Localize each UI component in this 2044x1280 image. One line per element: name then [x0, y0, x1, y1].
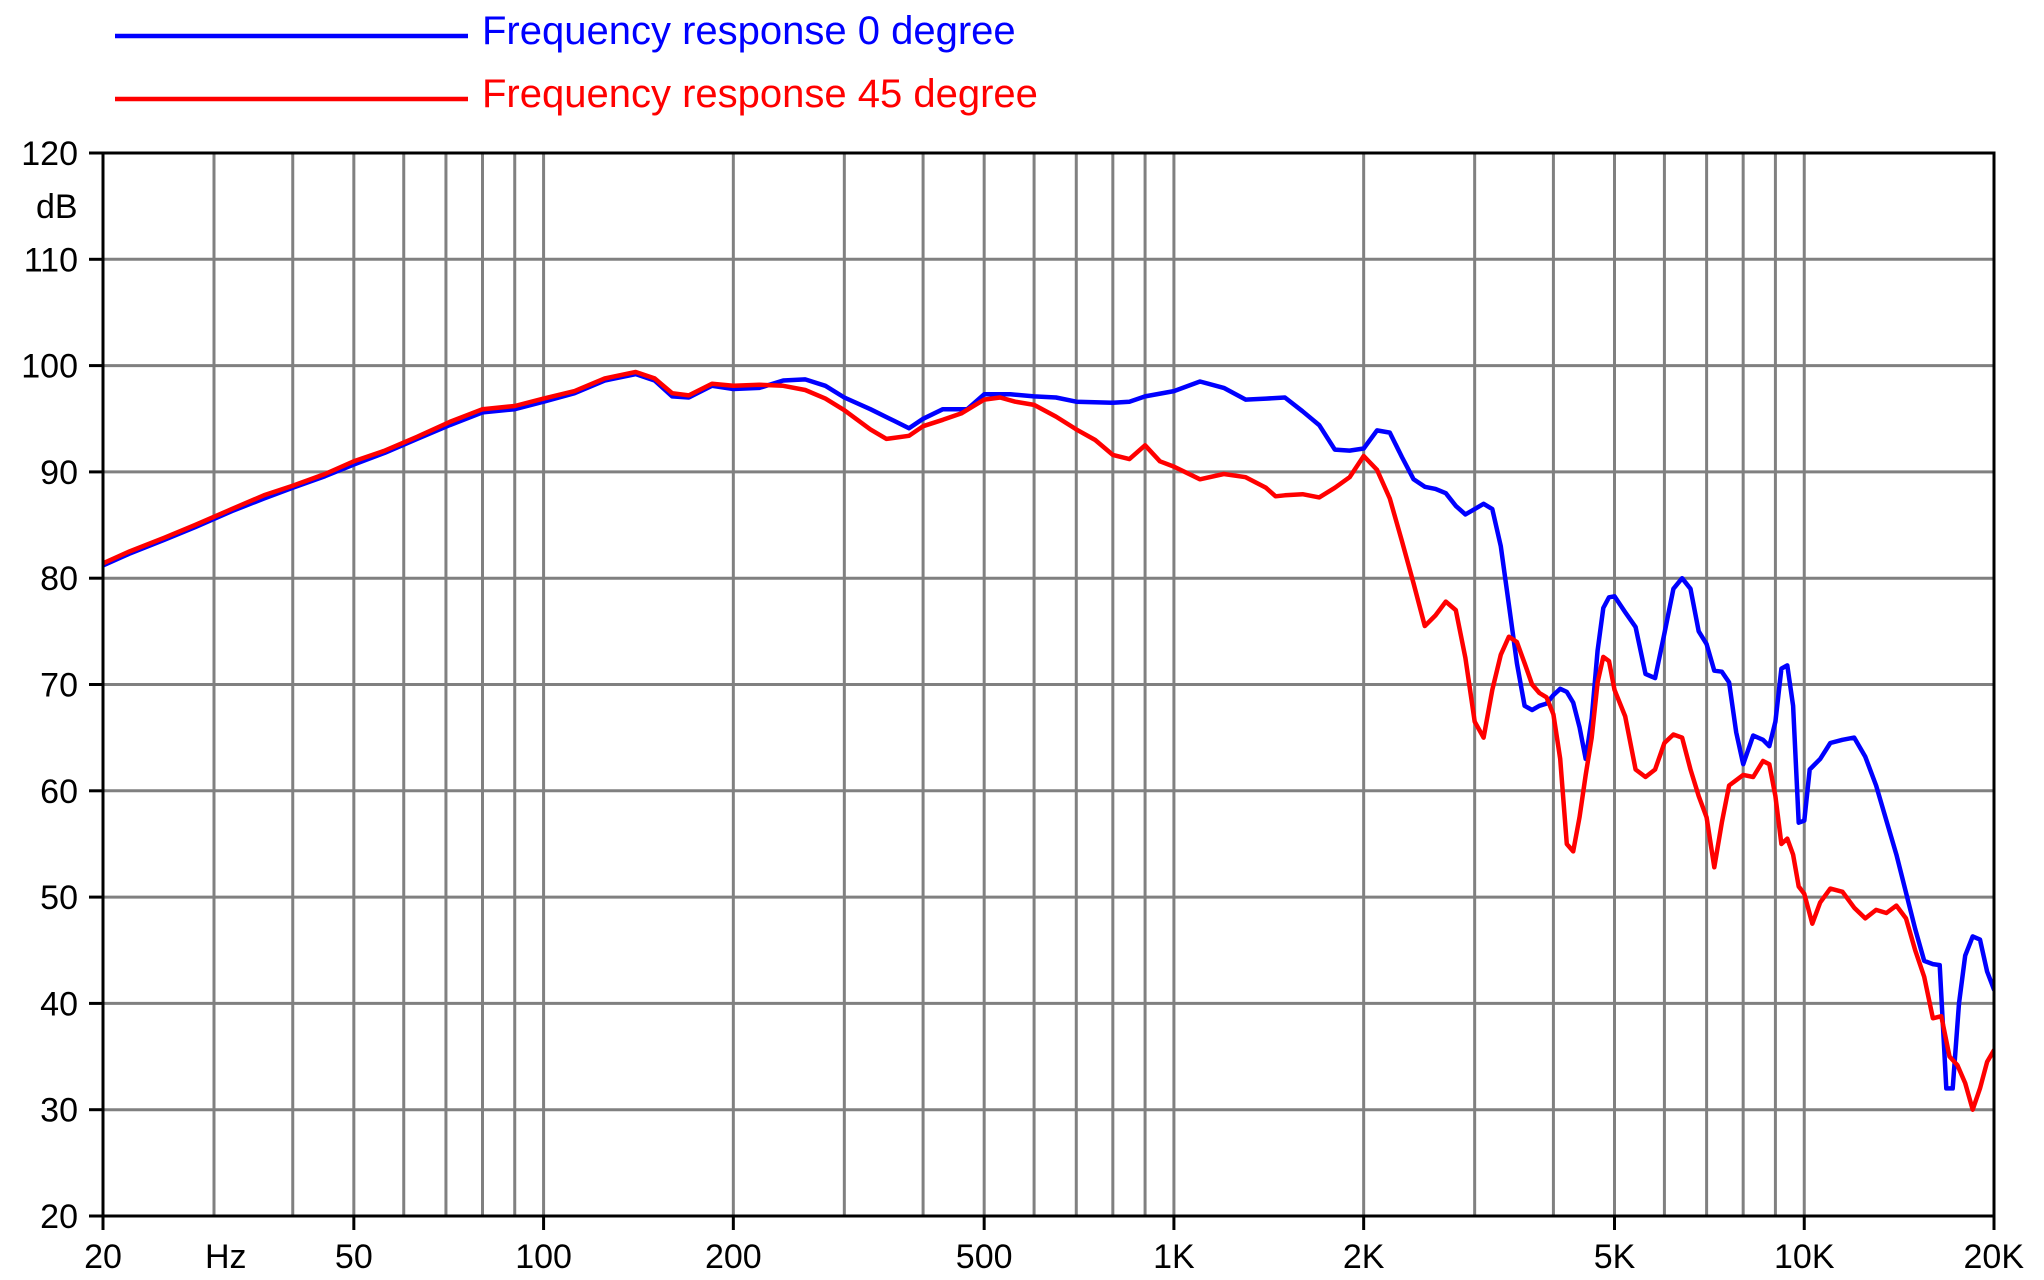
y-tick-label: 30 [40, 1092, 78, 1130]
x-tick-label: 20K [1964, 1238, 2025, 1276]
y-axis-label: dB [36, 188, 78, 226]
y-tick-label: 110 [24, 241, 78, 279]
x-tick-label: 5K [1594, 1238, 1636, 1276]
x-tick-label: 10K [1774, 1238, 1835, 1276]
y-tick-label: 50 [40, 879, 78, 917]
y-axis-ticks: 20 30 40 50 60 70 80 90 100 110 120 [21, 135, 103, 1236]
x-tick-label: 20 [84, 1238, 122, 1276]
y-tick-label: 80 [40, 560, 78, 598]
x-tick-label: 2K [1343, 1238, 1385, 1276]
x-axis-label: Hz [205, 1238, 247, 1276]
series-line-1 [103, 369, 1994, 1112]
y-tick-label: 40 [40, 985, 78, 1023]
x-tick-label: 1K [1153, 1238, 1195, 1276]
x-tick-label: 50 [335, 1238, 373, 1276]
grid [103, 153, 1994, 1216]
x-tick-label: 100 [515, 1238, 572, 1276]
y-tick-label: 100 [21, 348, 78, 386]
y-tick-label: 70 [40, 667, 78, 705]
legend: Frequency response 0 degree Frequency re… [115, 9, 1038, 116]
legend-label-45-degree: Frequency response 45 degree [482, 72, 1038, 116]
series-layer [103, 369, 1994, 1112]
series-line-0 [103, 371, 1994, 1091]
y-tick-label: 60 [40, 773, 78, 811]
x-tick-label: 200 [705, 1238, 762, 1276]
y-tick-label: 120 [21, 135, 78, 173]
y-tick-label: 20 [40, 1198, 78, 1236]
legend-label-0-degree: Frequency response 0 degree [482, 9, 1016, 53]
x-axis-ticks: 20 50 100 200 500 1K 2K 5K 10K 20K [84, 1216, 2024, 1276]
y-tick-label: 90 [40, 454, 78, 492]
x-tick-label: 500 [956, 1238, 1013, 1276]
